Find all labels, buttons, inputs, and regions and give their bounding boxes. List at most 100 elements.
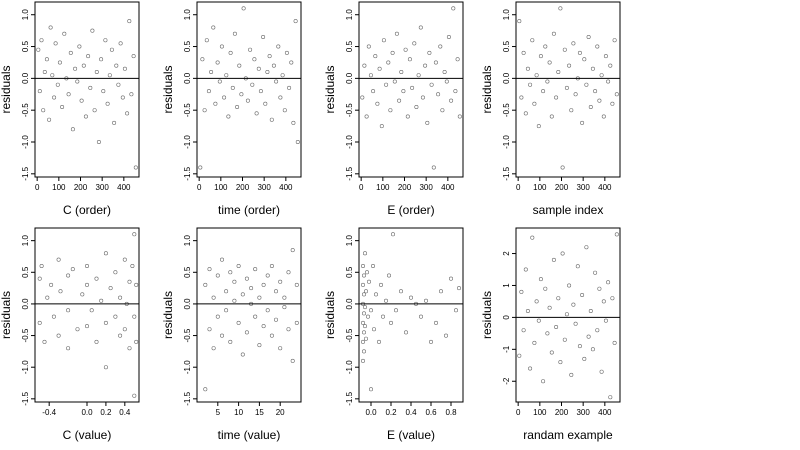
y-axis-title: residuals (0, 65, 13, 113)
x-axis-title: randam example (523, 428, 613, 442)
data-point (394, 31, 399, 36)
data-point (66, 346, 71, 351)
data-point (232, 298, 237, 303)
data-point (588, 308, 593, 313)
data-point (564, 85, 569, 90)
data-point (228, 50, 233, 55)
data-point (265, 273, 270, 278)
x-tick-label: 200 (555, 183, 569, 192)
data-point (567, 283, 572, 288)
data-point (244, 276, 249, 281)
data-point (523, 267, 528, 272)
data-point (282, 305, 287, 310)
data-point (603, 318, 608, 323)
data-point (294, 282, 299, 287)
plot-frame (196, 227, 302, 403)
data-point (551, 31, 556, 36)
data-point (118, 295, 123, 300)
data-point (132, 393, 137, 398)
x-axis-title: C (order) (63, 203, 111, 217)
data-point (614, 92, 619, 97)
x-tick-label: 0 (35, 183, 40, 192)
data-point (388, 108, 393, 113)
data-point (209, 70, 214, 75)
y-tick-label: -1.5 (183, 166, 192, 180)
data-point (236, 320, 241, 325)
y-tick-label: 0.0 (21, 72, 30, 84)
data-point (446, 34, 451, 39)
data-point (53, 41, 58, 46)
data-point (455, 57, 460, 62)
data-point (109, 47, 114, 52)
data-point (595, 44, 600, 49)
data-point (597, 286, 602, 291)
data-point (383, 298, 388, 303)
data-point (267, 54, 272, 59)
data-point (241, 6, 246, 11)
data-point (113, 314, 118, 319)
y-tick-label: 0.0 (21, 298, 30, 310)
y-tick-label: 0.5 (21, 40, 30, 52)
data-point (378, 282, 383, 287)
data-point (295, 140, 300, 145)
residual-plot-4: 0 100 200 300 400 -1.5 -1.0 -0.5 0.0 0.5 1.0 sample… (480, 1, 621, 217)
data-point (545, 79, 550, 84)
data-point (245, 98, 250, 103)
data-point (443, 333, 448, 338)
x-tick-label: 300 (257, 183, 271, 192)
data-point (433, 320, 438, 325)
data-point (244, 330, 249, 335)
data-point (562, 47, 567, 52)
data-point (360, 95, 365, 100)
y-tick-label: -1.0 (183, 135, 192, 149)
data-point (376, 339, 381, 344)
data-point (392, 79, 397, 84)
data-point (519, 95, 524, 100)
data-point (122, 327, 127, 332)
data-point (220, 257, 225, 262)
data-point (521, 328, 526, 333)
data-point (368, 73, 373, 78)
y-tick-label: 0.5 (183, 266, 192, 278)
residual-plot-6: 5 10 15 20 -1.5 -1.0 -0.5 0.0 0.5 1.0 time (value)… (161, 227, 302, 442)
data-point (397, 98, 402, 103)
data-point (273, 317, 278, 322)
y-tick-label: -1.5 (183, 391, 192, 405)
y-tick-label: 1.0 (345, 9, 354, 21)
data-point (108, 286, 113, 291)
data-point (39, 38, 44, 43)
data-point (536, 124, 541, 129)
data-point (362, 251, 367, 256)
data-point (80, 292, 85, 297)
data-point (118, 333, 123, 338)
x-tick-label: 0.8 (445, 408, 457, 417)
x-tick-label: 0 (516, 183, 521, 192)
data-point (257, 295, 262, 300)
data-point (44, 57, 49, 62)
data-point (423, 63, 428, 68)
data-point (456, 286, 461, 291)
residual-plot-7: 0.0 0.2 0.4 0.6 0.8 -1.5 -1.0 -0.5 0.0 0.5 1.0 E (v… (323, 227, 464, 442)
x-tick-label: 0.6 (425, 408, 437, 417)
data-point (610, 296, 615, 301)
data-point (256, 66, 261, 71)
data-point (571, 41, 576, 46)
y-tick-label: 0.5 (183, 40, 192, 52)
data-point (265, 70, 270, 75)
data-point (265, 308, 270, 313)
data-point (66, 92, 71, 97)
data-point (248, 47, 253, 52)
data-point (75, 327, 80, 332)
data-point (551, 257, 556, 262)
data-point (361, 330, 366, 335)
data-point (88, 85, 93, 90)
data-point (370, 263, 375, 268)
data-point (560, 251, 565, 256)
data-point (130, 263, 135, 268)
data-point (584, 245, 589, 250)
data-point (536, 318, 541, 323)
y-tick-label: -0.5 (21, 328, 30, 342)
data-point (99, 57, 104, 62)
data-point (361, 292, 366, 297)
x-tick-label: 0.2 (385, 408, 397, 417)
